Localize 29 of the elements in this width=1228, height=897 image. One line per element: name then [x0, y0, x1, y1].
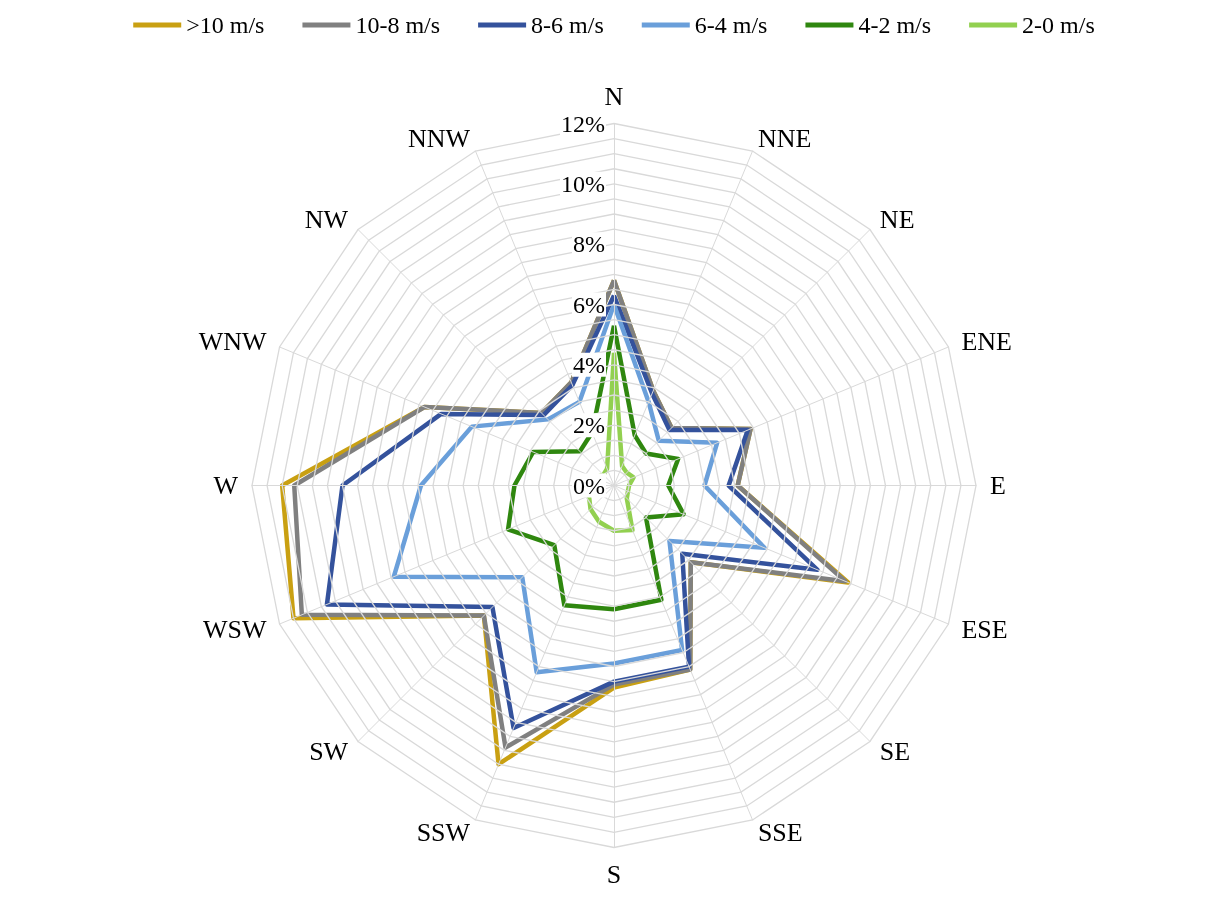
spoke-label: NW: [304, 205, 349, 235]
y-tick-label: 8%: [573, 231, 605, 258]
spoke-label: ESE: [961, 614, 1008, 644]
legend-label: >10 m/s: [186, 12, 265, 38]
y-tick-label: 0%: [573, 472, 605, 499]
spoke-label: WNW: [198, 327, 268, 357]
spoke-label: SSW: [416, 818, 471, 848]
spoke-label: SW: [309, 736, 349, 766]
spoke-label: W: [213, 471, 239, 500]
legend-label: 4-2 m/s: [858, 12, 932, 38]
spoke-label: E: [990, 471, 1006, 500]
spoke-label: S: [606, 860, 622, 889]
spoke-label: NNE: [757, 123, 812, 153]
legend-label: 8-6 m/s: [531, 12, 604, 38]
legend-label: 2-0 m/s: [1022, 12, 1095, 38]
spoke-label: N: [604, 82, 624, 111]
legend-label: 10-8 m/s: [355, 12, 441, 38]
spoke-label: SE: [879, 736, 911, 766]
spoke-label: NNW: [408, 123, 471, 153]
spoke-label: ENE: [961, 327, 1012, 357]
y-tick-label: 2%: [573, 412, 605, 439]
y-tick-label: 6%: [573, 291, 605, 318]
spoke-label: WSW: [203, 614, 268, 644]
spoke-label: NE: [879, 205, 915, 235]
spoke-label: SSE: [757, 818, 803, 848]
y-tick-label: 4%: [573, 351, 605, 378]
y-tick-label: 10%: [561, 170, 605, 197]
legend-label: 6-4 m/s: [694, 12, 768, 38]
y-tick-label: 12%: [561, 110, 605, 137]
